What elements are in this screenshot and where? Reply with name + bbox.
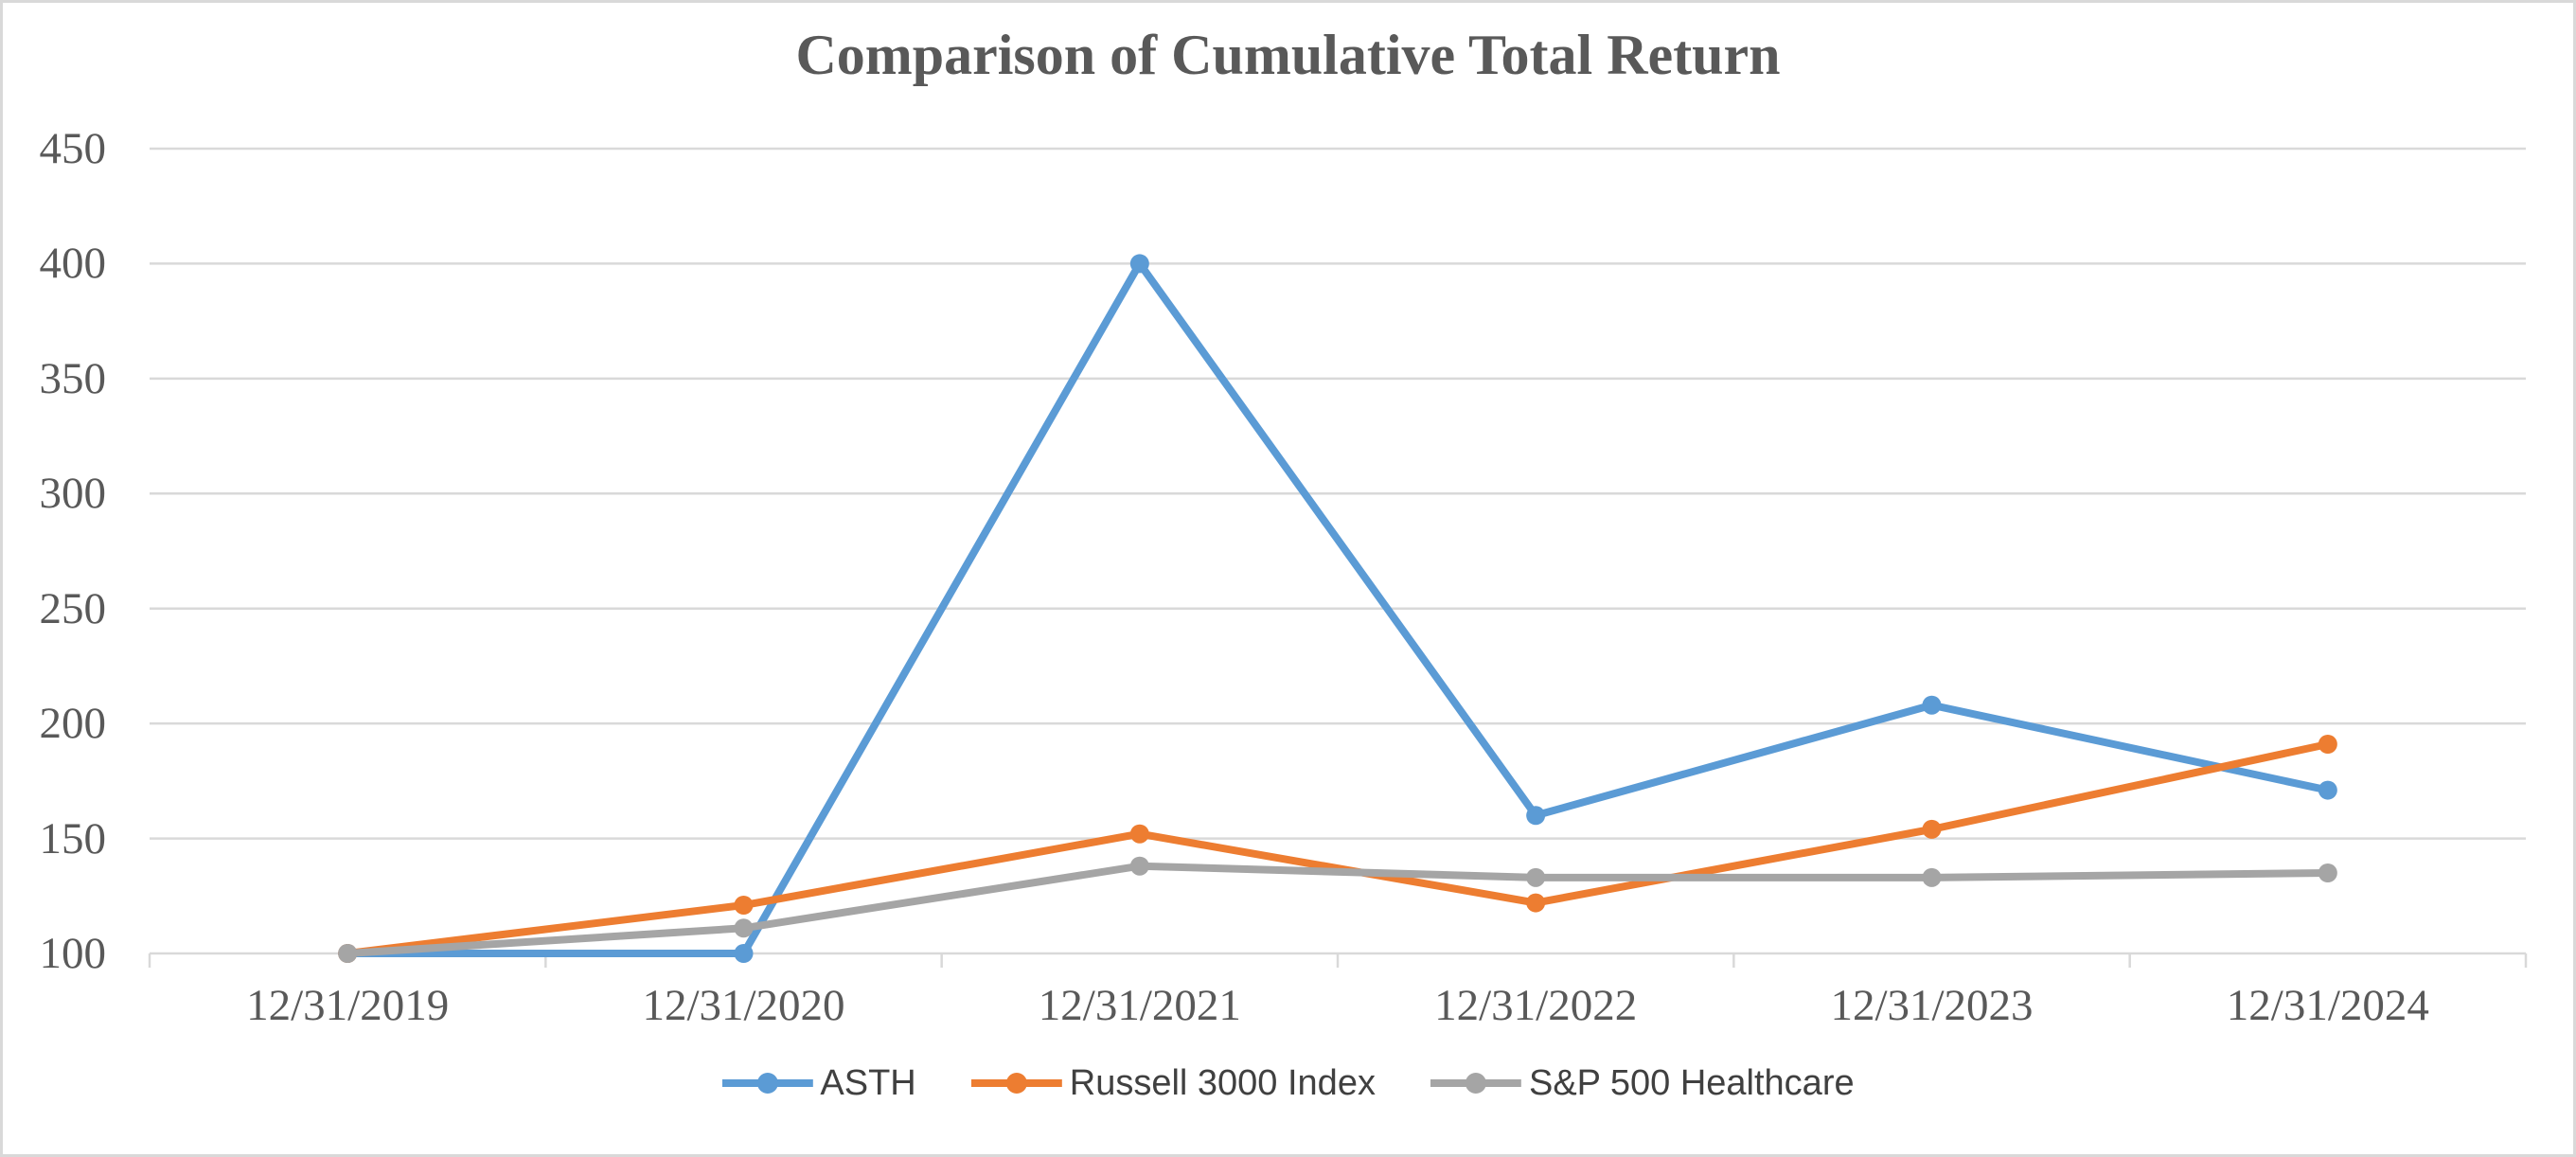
series-marker-s-p-500-healthcare — [2318, 863, 2337, 882]
y-axis-tick-label: 250 — [39, 583, 107, 633]
legend: ASTH Russell 3000 Index S&P 500 Healthcare — [721, 1062, 1855, 1104]
legend-item-russell-3000-index: Russell 3000 Index — [970, 1062, 1376, 1104]
legend-item-asth: ASTH — [721, 1062, 916, 1104]
y-axis-tick-label: 400 — [39, 239, 107, 289]
legend-item-s-p-500-healthcare: S&P 500 Healthcare — [1430, 1062, 1855, 1104]
legend-label-asth: ASTH — [820, 1062, 916, 1103]
legend-label-russell-3000-index: Russell 3000 Index — [1069, 1062, 1376, 1103]
x-axis-category-label: 12/31/2022 — [1434, 981, 1638, 1030]
legend-swatch-russell-3000-index — [970, 1073, 1062, 1094]
series-marker-russell-3000-index — [734, 896, 754, 915]
y-axis-tick-label: 100 — [39, 929, 107, 978]
series-marker-s-p-500-healthcare — [1526, 867, 1546, 887]
y-axis-tick-label: 200 — [39, 699, 107, 749]
y-axis-tick-label: 300 — [39, 469, 107, 519]
series-marker-russell-3000-index — [1526, 893, 1546, 913]
series-marker-asth — [1129, 254, 1149, 274]
x-axis-category-label: 12/31/2020 — [642, 981, 845, 1030]
series-marker-s-p-500-healthcare — [338, 944, 358, 963]
y-axis-tick-label: 150 — [39, 813, 107, 863]
series-marker-asth — [2318, 780, 2337, 800]
x-axis-category-label: 12/31/2021 — [1038, 981, 1241, 1030]
series-marker-russell-3000-index — [1922, 819, 1942, 839]
series-marker-s-p-500-healthcare — [734, 918, 754, 938]
series-marker-asth — [1922, 695, 1942, 715]
legend-swatch-s-p-500-healthcare — [1430, 1073, 1521, 1094]
x-axis-category-label: 12/31/2024 — [2226, 981, 2429, 1030]
series-marker-s-p-500-healthcare — [1922, 867, 1942, 887]
series-marker-s-p-500-healthcare — [1129, 856, 1149, 876]
series-marker-russell-3000-index — [1129, 824, 1149, 844]
x-axis-category-label: 12/31/2023 — [1830, 981, 2034, 1030]
chart-title: Comparison of Cumulative Total Return — [795, 24, 1781, 86]
series-line-s-p-500-healthcare — [346, 862, 2328, 957]
series-marker-russell-3000-index — [2318, 735, 2337, 754]
series-line-asth — [347, 257, 2329, 957]
y-axis-tick-label: 450 — [39, 124, 107, 173]
series-marker-asth — [734, 944, 754, 963]
legend-swatch-asth — [721, 1073, 813, 1094]
series-marker-asth — [1526, 806, 1546, 826]
x-axis-category-label: 12/31/2019 — [246, 981, 450, 1030]
legend-label-s-p-500-healthcare: S&P 500 Healthcare — [1528, 1062, 1855, 1103]
series-line-russell-3000-index — [346, 740, 2329, 957]
y-axis-tick-label: 350 — [39, 353, 107, 403]
